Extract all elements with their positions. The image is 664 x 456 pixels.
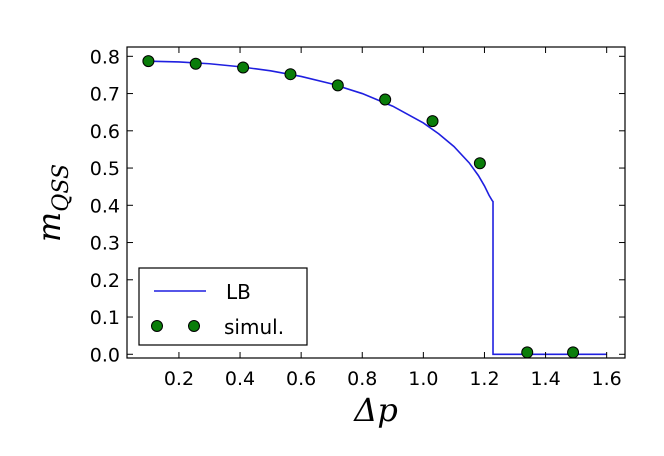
- x-tick-label: 1.0: [408, 368, 438, 390]
- y-tick-label: 0.3: [90, 233, 120, 255]
- y-tick-label: 0.1: [90, 307, 120, 329]
- legend-label-lb: LB: [226, 280, 251, 304]
- y-tick-label: 0.4: [90, 195, 120, 217]
- y-tick-label: 0.6: [90, 121, 120, 143]
- x-tick-label: 1.4: [530, 368, 560, 390]
- series-simul-point: [237, 61, 250, 74]
- legend-label-simul: simul.: [224, 315, 284, 339]
- series-simul-point: [473, 157, 486, 170]
- legend-marker-1: [151, 320, 163, 332]
- series-lb-line: [148, 60, 607, 356]
- series-simul-point: [284, 68, 297, 81]
- x-tick-label: 0.8: [347, 368, 377, 390]
- x-axis-title: Δp: [352, 391, 398, 429]
- y-tick-label: 0.2: [90, 270, 120, 292]
- y-axis-title-subscript: QSS: [49, 164, 74, 212]
- series-simul-point: [426, 115, 439, 128]
- legend-marker-2: [188, 320, 200, 332]
- series-simul-point: [142, 55, 155, 68]
- series-simul-point: [189, 57, 202, 70]
- legend: LB simul.: [138, 267, 308, 346]
- x-tick-label: 0.6: [286, 368, 316, 390]
- x-tick-label: 1.2: [469, 368, 499, 390]
- series-simul-point: [521, 346, 534, 359]
- plot-frame: [126, 46, 626, 359]
- series-simul-point: [379, 93, 392, 106]
- y-axis-title-main: m: [30, 212, 68, 242]
- series-simul-point: [331, 79, 344, 92]
- series-simul-point: [567, 346, 580, 359]
- y-axis-title: mQSS: [30, 164, 74, 242]
- x-tick-label: 0.4: [225, 368, 255, 390]
- x-tick-label: 1.6: [592, 368, 622, 390]
- x-tick-label: 0.2: [164, 368, 194, 390]
- legend-box: [138, 267, 308, 346]
- y-tick-label: 0.0: [90, 344, 120, 366]
- y-tick-label: 0.5: [90, 158, 120, 180]
- y-tick-label: 0.7: [90, 84, 120, 106]
- y-tick-label: 0.8: [90, 46, 120, 68]
